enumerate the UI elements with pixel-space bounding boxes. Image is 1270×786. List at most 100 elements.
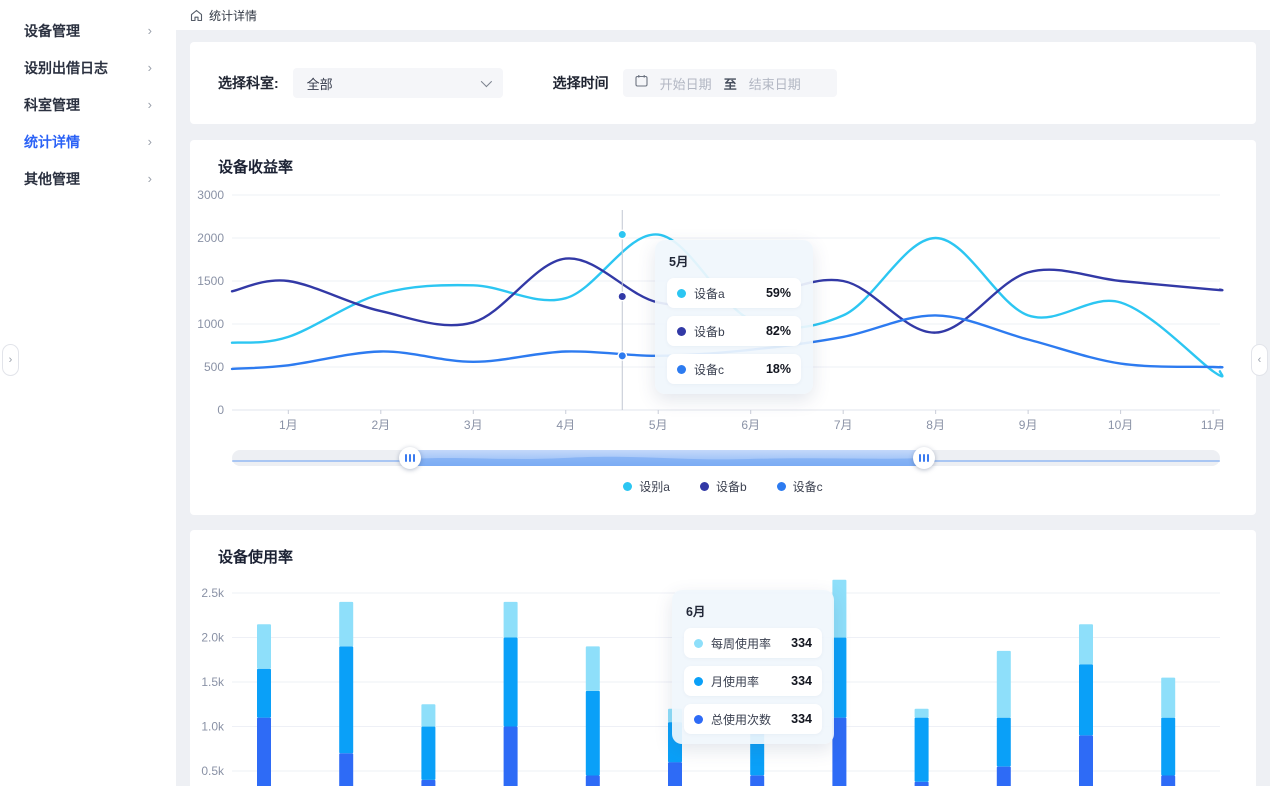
- x-tick-label: 6月: [741, 418, 760, 432]
- bar-segment-每周使用率[interactable]: [257, 624, 271, 669]
- department-select[interactable]: 全部: [292, 68, 503, 98]
- sidebar-item-其他管理[interactable]: 其他管理 ›: [0, 160, 176, 197]
- home-icon[interactable]: [190, 9, 203, 22]
- usage-bar-chart: 0.5k 1.0k 1.5k 2.0k 2.5k: [201, 579, 1220, 786]
- chevron-left-icon: ‹: [1257, 354, 1262, 366]
- legend-item-设别a[interactable]: 设别a: [623, 478, 670, 495]
- x-tick-label: 9月: [1019, 418, 1038, 432]
- x-tick-label: 8月: [926, 418, 945, 432]
- y-tick-label: 1500: [197, 274, 224, 288]
- legend-item-设备c[interactable]: 设备c: [776, 478, 823, 495]
- series-dot-icon: [677, 326, 686, 336]
- bar-segment-月使用率[interactable]: [421, 726, 436, 780]
- legend-item-设备b[interactable]: 设备b: [699, 478, 747, 495]
- bar-segment-每周使用率[interactable]: [503, 601, 518, 638]
- bar-segment-月使用率[interactable]: [339, 646, 354, 754]
- bar-segment-总使用次数[interactable]: [585, 775, 600, 786]
- revenue-chart-title: 设备收益率: [218, 159, 294, 176]
- chevron-right-icon: ›: [8, 354, 13, 366]
- bar-segment-总使用次数[interactable]: [996, 766, 1011, 786]
- highlight-dot: [617, 229, 628, 240]
- y-tick-label: 1000: [197, 317, 224, 331]
- slider-right-handle[interactable]: [912, 447, 935, 469]
- series-dot-icon: [694, 638, 703, 648]
- legend-label: 设别a: [639, 480, 670, 494]
- breadcrumb-bar: 统计详情: [176, 0, 1270, 30]
- bar-segment-总使用次数[interactable]: [339, 753, 354, 786]
- bar-segment-每周使用率[interactable]: [339, 601, 354, 647]
- tooltip-series-value: 82%: [765, 324, 791, 338]
- bar-segment-月使用率[interactable]: [750, 733, 765, 776]
- panel-collapse-button[interactable]: ‹: [1251, 344, 1268, 376]
- x-tick-label: 11月: [1201, 418, 1225, 432]
- y-tick-label: 2000: [197, 231, 224, 245]
- bar-segment-总使用次数[interactable]: [914, 781, 929, 786]
- bar-segment-月使用率[interactable]: [503, 637, 518, 727]
- x-tick-label: 2月: [371, 418, 390, 432]
- sidebar-item-label: 设备管理: [24, 22, 80, 39]
- highlight-dot: [617, 350, 628, 361]
- datazoom-slider[interactable]: [232, 447, 1220, 469]
- end-date-input[interactable]: 结束日期: [748, 76, 801, 92]
- series-dot-icon: [699, 482, 709, 491]
- series-dot-icon: [623, 482, 633, 491]
- tooltip-row: 月使用率 334: [684, 666, 822, 696]
- bar-segment-总使用次数[interactable]: [257, 717, 271, 786]
- sidebar-item-统计详情[interactable]: 统计详情 ›: [0, 123, 176, 160]
- bar-segment-月使用率[interactable]: [257, 668, 271, 718]
- tooltip-title: 6月: [686, 605, 706, 619]
- bar-segment-每周使用率[interactable]: [1079, 624, 1093, 665]
- sidebar-item-科室管理[interactable]: 科室管理 ›: [0, 86, 176, 123]
- tooltip-series-label: 每周使用率: [711, 636, 772, 651]
- bar-segment-每周使用率[interactable]: [1161, 677, 1176, 718]
- bar-segment-总使用次数[interactable]: [1079, 735, 1093, 786]
- sidebar-item-label: 统计详情: [24, 133, 80, 150]
- sidebar-expand-button[interactable]: ›: [2, 344, 19, 376]
- y-tick-label: 0: [217, 403, 224, 417]
- bar-segment-月使用率[interactable]: [914, 717, 929, 782]
- bar-segment-总使用次数[interactable]: [750, 775, 765, 786]
- legend-label: 设备b: [715, 480, 747, 494]
- tooltip-row: 设备a 59%: [667, 278, 801, 308]
- x-tick-label: 1月: [279, 418, 298, 432]
- time-filter-label: 选择时间: [552, 75, 609, 91]
- slider-wave: [409, 456, 924, 466]
- slider-left-handle[interactable]: [398, 447, 421, 469]
- usage-chart-title: 设备使用率: [218, 549, 294, 566]
- y-tick-label: 0.5k: [201, 764, 225, 778]
- y-tick-label: 2.0k: [201, 631, 225, 645]
- tooltip-series-value: 334: [791, 674, 812, 688]
- bar-segment-每周使用率[interactable]: [421, 704, 436, 727]
- usage-chart-tooltip: 6月 每周使用率 334 月使用率 334 总使用次数 334: [672, 590, 834, 744]
- chevron-right-icon: ›: [147, 60, 152, 75]
- bar-segment-月使用率[interactable]: [1161, 717, 1176, 776]
- bar-segment-月使用率[interactable]: [1079, 664, 1093, 736]
- bar-segment-月使用率[interactable]: [996, 717, 1011, 767]
- bar-segment-总使用次数[interactable]: [668, 762, 682, 786]
- bar-segment-月使用率[interactable]: [585, 690, 600, 776]
- chevron-right-icon: ›: [147, 23, 152, 38]
- bar-segment-每周使用率[interactable]: [914, 708, 929, 718]
- slider-selection[interactable]: [409, 450, 924, 466]
- bar-segment-每周使用率[interactable]: [832, 579, 847, 638]
- bar-segment-总使用次数[interactable]: [832, 717, 847, 786]
- series-dot-icon: [694, 714, 703, 724]
- sidebar-menu: 设备管理 › 设别出借日志 › 科室管理 › 统计详情 › 其他管理 ›: [0, 0, 176, 197]
- tooltip-series-label: 设备c: [694, 362, 725, 377]
- breadcrumb: 统计详情: [209, 8, 258, 23]
- filter-bar: 选择科室: 全部 选择时间 开始日期 至 结束日期: [190, 42, 1256, 124]
- date-range-picker[interactable]: 开始日期 至 结束日期: [622, 69, 837, 97]
- sidebar-item-设别出借日志[interactable]: 设别出借日志 ›: [0, 49, 176, 86]
- bar-segment-总使用次数[interactable]: [1161, 775, 1176, 786]
- bar-segment-总使用次数[interactable]: [421, 779, 436, 786]
- sidebar-item-label: 科室管理: [24, 96, 80, 113]
- y-tick-label: 3000: [197, 188, 224, 202]
- tooltip-series-value: 334: [791, 636, 812, 650]
- tooltip-row: 设备b 82%: [667, 316, 801, 346]
- bar-segment-每周使用率[interactable]: [585, 646, 600, 691]
- bar-segment-月使用率[interactable]: [832, 637, 847, 718]
- sidebar-item-设备管理[interactable]: 设备管理 ›: [0, 12, 176, 49]
- start-date-input[interactable]: 开始日期: [659, 76, 712, 92]
- bar-segment-总使用次数[interactable]: [503, 726, 518, 786]
- bar-segment-每周使用率[interactable]: [996, 650, 1011, 718]
